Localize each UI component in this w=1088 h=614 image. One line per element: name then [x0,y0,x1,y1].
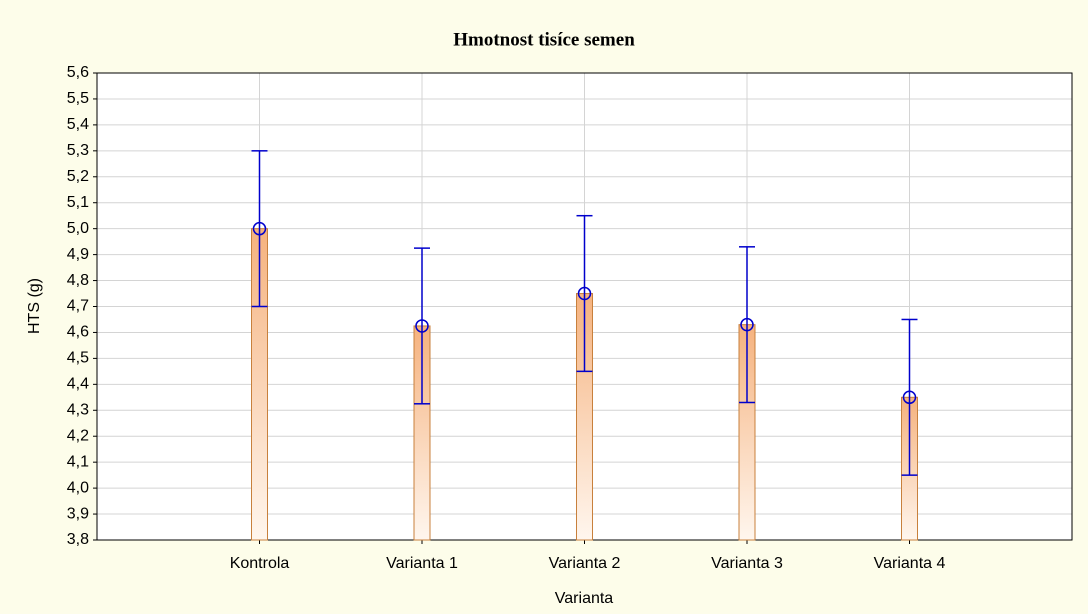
mean-marker [740,317,754,332]
y-tick-label: 5,4 [67,116,89,133]
x-tick-label: Varianta 1 [386,555,458,572]
y-tick-label: 4,0 [67,479,89,496]
y-tick-label: 4,6 [67,324,89,341]
x-tick-label: Varianta 3 [711,555,783,572]
x-tick-label: Varianta 4 [874,555,946,572]
x-tick-label: Varianta 2 [549,555,621,572]
mean-marker [902,390,917,405]
y-tick-label: 4,4 [67,376,89,393]
x-axis-label: Varianta [555,590,614,607]
y-tick-label: 5,6 [67,64,89,81]
x-tick-label: Kontrola [230,555,290,572]
y-tick-label: 5,5 [67,90,89,107]
y-tick-label: 4,5 [67,350,89,367]
y-tick-label: 5,0 [67,220,89,237]
y-tick-label: 5,1 [67,194,89,211]
mean-marker [577,286,592,301]
y-tick-label: 5,3 [67,142,89,159]
chart-title: Hmotnost tisíce semen [453,29,635,50]
y-axis-label: HTS (g) [26,278,43,334]
mean-marker [415,319,429,333]
y-tick-label: 4,2 [67,427,89,444]
y-tick-label: 4,8 [67,272,89,289]
y-tick-label: 4,3 [67,401,89,418]
y-tick-label: 3,9 [67,505,89,522]
y-tick-label: 4,7 [67,298,89,315]
y-tick-label: 4,9 [67,246,89,263]
y-tick-label: 3,8 [67,531,89,548]
y-tick-label: 4,1 [67,453,89,470]
y-tick-label: 5,2 [67,168,89,185]
mean-marker [252,221,267,236]
